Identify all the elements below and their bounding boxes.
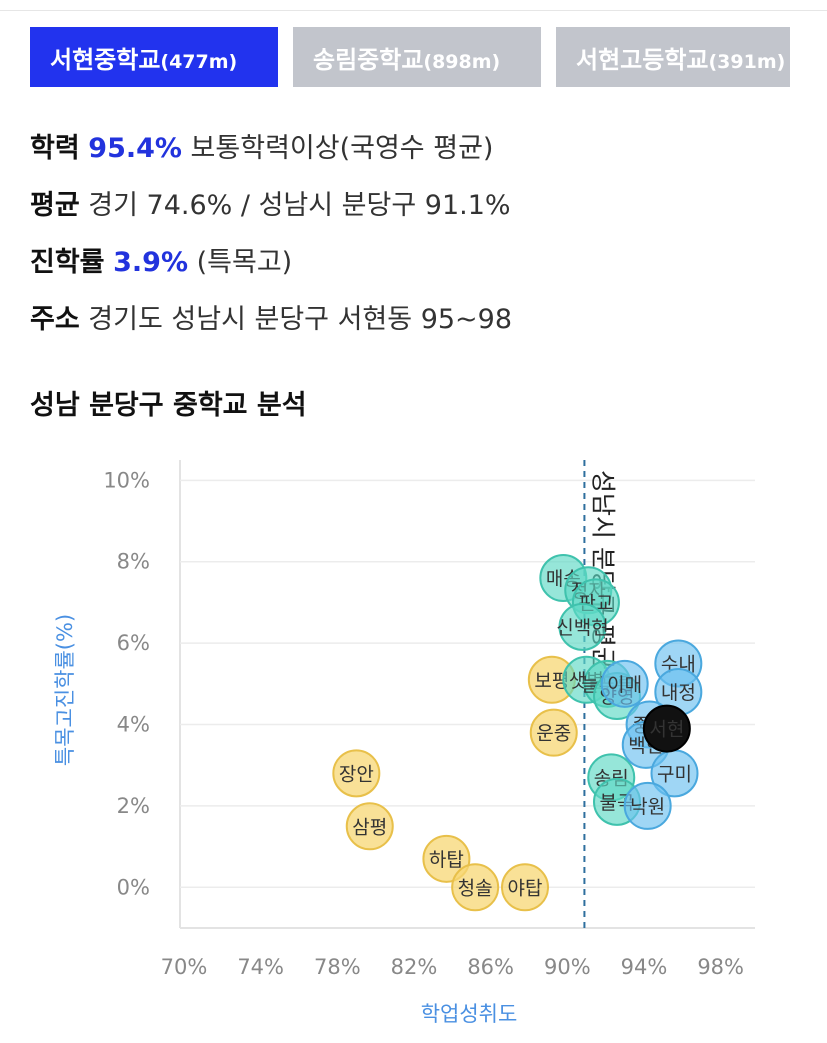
data-point bbox=[558, 602, 607, 651]
average-label: 평균 bbox=[30, 190, 80, 221]
data-point-label: 보평 bbox=[534, 670, 569, 692]
data-point-label: 내정 bbox=[661, 682, 696, 704]
data-point bbox=[642, 704, 691, 753]
tab-school-distance: (391m) bbox=[708, 50, 786, 73]
tab-school-1[interactable]: 송림중학교(898m) bbox=[293, 27, 541, 87]
x-tick-label: 98% bbox=[697, 955, 744, 979]
scatter-chart: 성남시 분당구 평균 장안삼평하탑청솔야탑보평운중매송정자판교신백현샛별늘푸른양… bbox=[53, 460, 755, 1026]
chart-points: 장안삼평하탑청솔야탑보평운중매송정자판교신백현샛별늘푸른양영송림불곡이매수내내정… bbox=[332, 554, 703, 912]
data-point-label: 장안 bbox=[339, 763, 374, 785]
y-tick-label: 10% bbox=[103, 468, 150, 492]
y-axis-title: 특목고진학률(%) bbox=[53, 614, 77, 766]
advance-label: 진학률 bbox=[30, 247, 105, 278]
tab-school-2[interactable]: 서현고등학교(391m) bbox=[556, 27, 790, 87]
academic-value: 95.4% bbox=[88, 133, 182, 164]
tab-school-distance: (477m) bbox=[160, 50, 238, 73]
y-tick-label: 8% bbox=[117, 550, 150, 574]
x-tick-label: 82% bbox=[391, 955, 438, 979]
data-point-label: 하탑 bbox=[429, 849, 464, 871]
advance-desc: (특목고) bbox=[196, 247, 293, 278]
address-text: 경기도 성남시 분당구 서현동 95~98 bbox=[88, 304, 513, 335]
tab-school-name: 서현고등학교 bbox=[576, 45, 709, 74]
average-row: 평균 경기 74.6% / 성남시 분당구 91.1% bbox=[30, 189, 511, 223]
data-point bbox=[345, 802, 394, 851]
academic-desc: 보통학력이상(국영수 평균) bbox=[190, 133, 494, 164]
advance-row: 진학률 3.9% (특목고) bbox=[30, 246, 292, 280]
data-point-label: 야탑 bbox=[508, 877, 543, 899]
address-label: 주소 bbox=[30, 304, 80, 335]
x-tick-label: 90% bbox=[544, 955, 591, 979]
data-point bbox=[600, 659, 649, 708]
address-row: 주소 경기도 성남시 분당구 서현동 95~98 bbox=[30, 303, 512, 337]
x-tick-label: 70% bbox=[161, 955, 208, 979]
data-point bbox=[332, 749, 381, 798]
data-point-label: 청솔 bbox=[458, 877, 493, 899]
tab-school-0[interactable]: 서현중학교(477m) bbox=[30, 27, 278, 87]
school-tabs: 서현중학교(477m) 송림중학교(898m) 서현고등학교(391m) bbox=[30, 27, 790, 87]
academic-row: 학력 95.4% 보통학력이상(국영수 평균) bbox=[30, 132, 493, 166]
data-point bbox=[422, 834, 471, 883]
data-point-label: 신백현 bbox=[556, 617, 608, 639]
y-tick-label: 2% bbox=[117, 794, 150, 818]
y-tick-label: 4% bbox=[117, 713, 150, 737]
y-tick-label: 6% bbox=[117, 631, 150, 655]
x-tick-label: 78% bbox=[314, 955, 361, 979]
data-point bbox=[623, 781, 672, 830]
x-tick-label: 94% bbox=[621, 955, 668, 979]
chart-ticks: 0% 2% 4% 6% 8% 10% 70% 74% 78% 82% 86% 90% 94% 98% bbox=[103, 468, 744, 979]
academic-label: 학력 bbox=[30, 133, 80, 164]
data-point-label: 구미 bbox=[657, 763, 692, 785]
data-point-label: 낙원 bbox=[630, 796, 665, 818]
section-title: 성남 분당구 중학교 분석 bbox=[30, 390, 307, 421]
data-point-label: 삼평 bbox=[352, 816, 387, 838]
advance-value: 3.9% bbox=[113, 247, 189, 278]
tab-school-name: 서현중학교 bbox=[50, 45, 161, 74]
x-tick-label: 74% bbox=[237, 955, 284, 979]
y-tick-label: 0% bbox=[117, 875, 150, 899]
tab-school-name: 송림중학교 bbox=[313, 45, 424, 74]
data-point-label: 운중 bbox=[536, 723, 571, 745]
average-text: 경기 74.6% / 성남시 분당구 91.1% bbox=[88, 190, 511, 221]
data-point bbox=[451, 863, 500, 912]
data-point-label: 서현 bbox=[649, 719, 684, 741]
x-axis-title: 학업성취도 bbox=[421, 1002, 518, 1026]
data-point-label: 이매 bbox=[607, 674, 642, 696]
data-point bbox=[501, 863, 549, 912]
tab-school-distance: (898m) bbox=[423, 50, 501, 73]
x-tick-label: 86% bbox=[467, 955, 514, 979]
top-divider bbox=[0, 10, 827, 11]
data-point bbox=[529, 708, 578, 757]
